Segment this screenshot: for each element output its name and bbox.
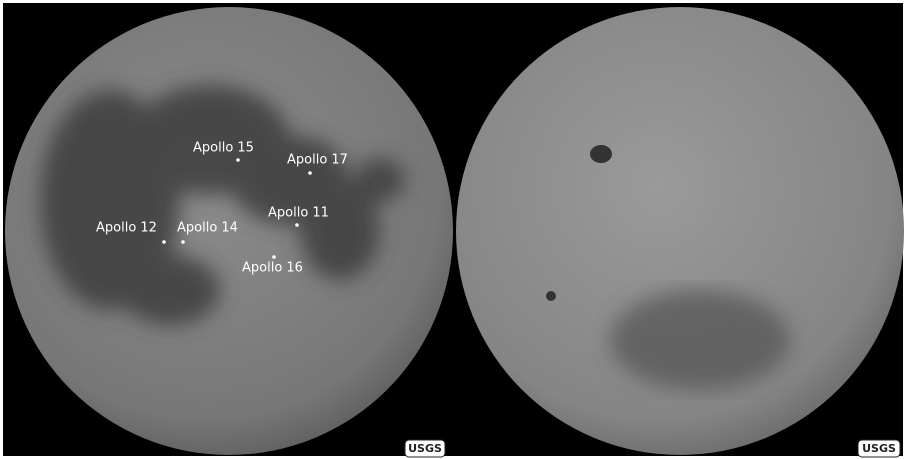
- far-side-disc: [456, 7, 904, 455]
- site-dot: [308, 171, 312, 175]
- far-side: USGS: [456, 7, 904, 458]
- site-dot: [272, 255, 276, 259]
- site-dot: [162, 240, 166, 244]
- site-dot: [181, 240, 185, 244]
- site-label: Apollo 11: [268, 206, 329, 221]
- far-side-features: [610, 290, 790, 390]
- site-label: Apollo 15: [193, 141, 254, 156]
- site-label: Apollo 17: [287, 153, 348, 168]
- site-dot: [236, 158, 240, 162]
- near-side: Apollo 15 Apollo 17 Apollo 11 Apollo 12 …: [5, 7, 453, 458]
- credit: USGS: [862, 442, 896, 455]
- landing-sites: Apollo 15 Apollo 17 Apollo 11 Apollo 12 …: [96, 141, 348, 276]
- site-label: Apollo 14: [177, 221, 238, 236]
- site-dot: [295, 223, 299, 227]
- site-label: Apollo 16: [242, 261, 303, 276]
- crater: [546, 291, 556, 301]
- credit-box: [857, 439, 901, 458]
- crater: [590, 145, 612, 163]
- maria: [40, 85, 405, 325]
- site-label: Apollo 12: [96, 221, 157, 236]
- credit: USGS: [408, 442, 442, 455]
- credit-box: [404, 439, 446, 458]
